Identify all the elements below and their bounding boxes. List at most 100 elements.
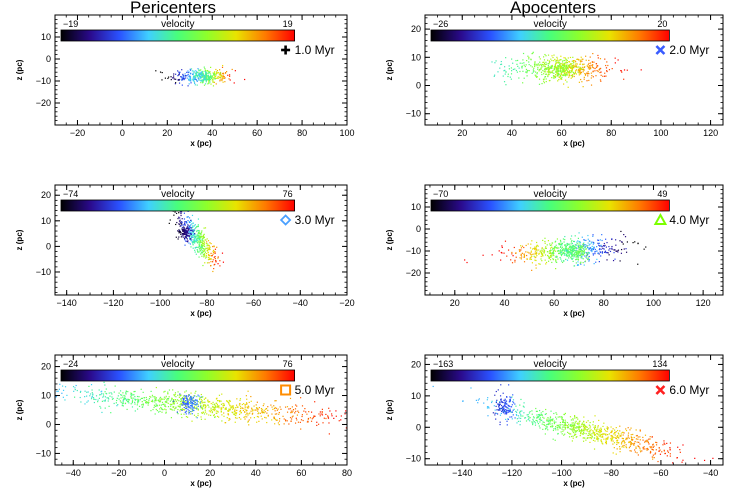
data-point [545,428,546,429]
data-point [584,77,585,78]
data-point [535,251,536,252]
data-point [303,411,304,412]
data-point [510,397,511,398]
data-point [192,408,193,409]
data-point [184,238,185,239]
data-point [214,404,215,405]
data-point [562,262,563,263]
data-point [101,412,102,413]
data-point [642,440,643,441]
data-point [584,244,585,245]
data-point [514,247,515,248]
data-point [541,83,542,84]
data-point [204,234,205,235]
data-point [535,257,536,258]
data-point [519,71,520,72]
data-point [549,61,550,62]
data-point [599,430,600,431]
data-point [217,411,218,412]
data-point [175,74,176,75]
data-point [204,405,205,406]
data-point [195,75,196,76]
data-point [587,235,588,236]
data-point [611,249,612,250]
data-point [214,417,215,418]
data-point [295,404,296,405]
data-point [560,247,561,248]
data-point [173,77,174,78]
data-point [615,245,616,246]
data-point [133,398,134,399]
data-point [494,395,495,396]
data-point [251,401,252,402]
data-point [506,403,507,404]
data-point [546,78,547,79]
data-point [196,403,197,404]
data-point [191,68,192,69]
data-point [329,433,330,434]
data-point [187,417,188,418]
data-point [250,396,251,397]
data-point [204,244,205,245]
data-point [297,415,298,416]
data-point [209,72,210,73]
data-point [530,417,531,418]
data-point [529,64,530,65]
data-point [239,400,240,401]
data-point [609,433,610,434]
data-point [567,245,568,246]
data-point [292,416,293,417]
data-point [584,425,585,426]
data-point [591,437,592,438]
data-point [694,458,695,459]
data-point [93,397,94,398]
data-point [583,249,584,250]
data-point [503,393,504,394]
data-point [183,402,184,403]
time-label: 5.0 Myr [295,383,335,397]
data-point [512,412,513,413]
data-point [542,64,543,65]
data-point [564,434,565,435]
data-point [555,268,556,269]
data-point [518,417,519,418]
data-point [160,400,161,401]
data-point [184,224,185,225]
data-point [483,403,484,404]
data-point [245,414,246,415]
data-point [634,449,635,450]
data-point [625,236,626,237]
data-point [189,402,190,403]
data-point [501,252,502,253]
data-point [520,399,521,400]
data-point [513,69,514,70]
data-point [539,79,540,80]
data-point [278,414,279,415]
data-point [581,254,582,255]
data-point [599,436,600,437]
data-point [648,449,649,450]
data-point [524,78,525,79]
data-point [267,406,268,407]
data-point [578,247,579,248]
data-point [526,255,527,256]
data-point [509,401,510,402]
data-point [607,65,608,66]
data-point [285,407,286,408]
data-point [670,453,671,454]
data-point [615,58,616,59]
data-point [573,422,574,423]
data-point [215,75,216,76]
data-point [161,408,162,409]
data-point [571,429,572,430]
data-point [582,68,583,69]
data-point [192,74,193,75]
data-point [630,446,631,447]
data-point [181,410,182,411]
data-point [635,451,636,452]
data-point [100,407,101,408]
data-point [223,404,224,405]
data-point [114,403,115,404]
data-point [74,387,75,388]
data-point [616,444,617,445]
